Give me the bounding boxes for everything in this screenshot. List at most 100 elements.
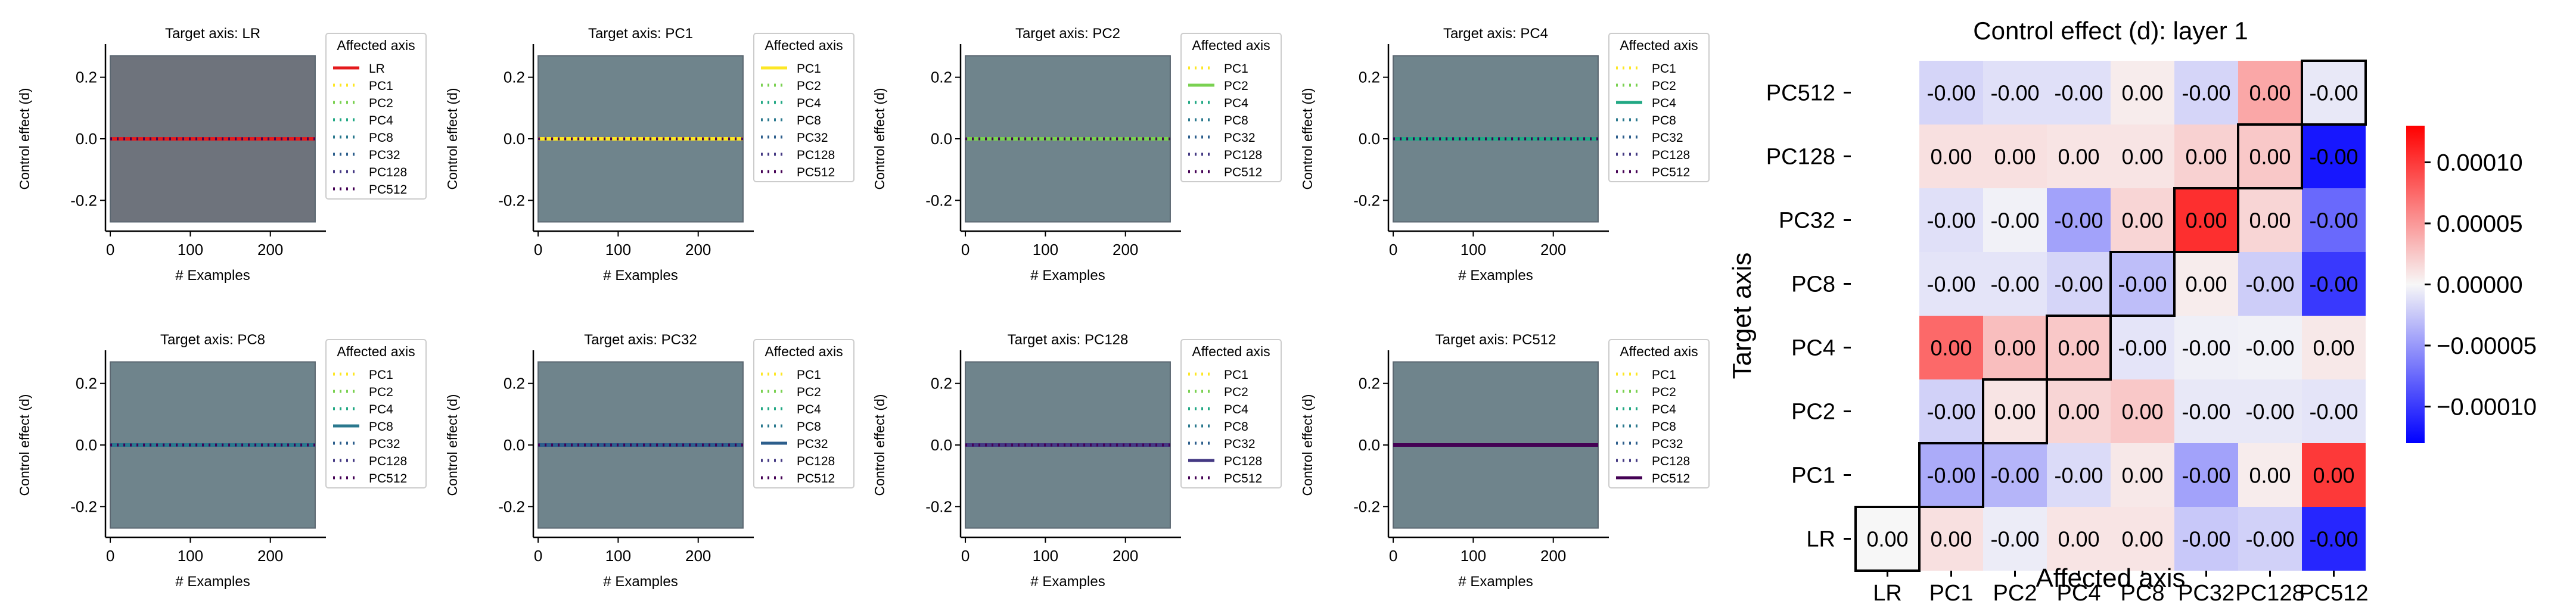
y-tick-label: PC4 bbox=[1791, 336, 1835, 361]
legend-label: PC4 bbox=[1652, 403, 1676, 416]
heatmap-cell-label: 0.00 bbox=[2249, 145, 2291, 169]
heatmap-cell bbox=[1919, 188, 1983, 252]
x-axis-label: # Examples bbox=[1030, 574, 1105, 590]
heatmap-cell bbox=[1856, 507, 1919, 571]
legend-label: PC128 bbox=[1652, 455, 1690, 468]
heatmap-cell bbox=[1983, 379, 2047, 443]
diagonal-box bbox=[2237, 123, 2303, 189]
legend-label: PC32 bbox=[369, 437, 400, 451]
x-tick-label: 0 bbox=[1389, 547, 1397, 565]
heatmap-cell-label: -0.00 bbox=[2182, 336, 2230, 360]
heatmap-cell bbox=[2174, 125, 2238, 188]
y-tick-label: -0.2 bbox=[925, 497, 952, 515]
diagonal-box bbox=[1918, 442, 1984, 508]
heatmap-cell bbox=[2302, 316, 2366, 379]
heatmap-cell-label: -0.00 bbox=[2309, 527, 2358, 552]
legend-label: PC2 bbox=[797, 79, 821, 93]
x-axis-label: # Examples bbox=[1030, 267, 1105, 284]
heatmap-cell-label: -0.00 bbox=[2182, 527, 2230, 552]
y-tick-label: PC32 bbox=[1779, 208, 1835, 234]
heatmap-cell bbox=[2047, 252, 2111, 316]
legend-label: PC2 bbox=[369, 385, 393, 399]
legend-label: PC8 bbox=[1652, 114, 1676, 127]
x-tick-label: 200 bbox=[1113, 547, 1138, 565]
legend-box bbox=[753, 339, 854, 488]
heatmap-cell bbox=[2238, 61, 2302, 125]
legend-label: PC8 bbox=[369, 131, 393, 145]
legend-label: PC512 bbox=[1652, 472, 1690, 485]
colorbar-tick-label: −0.00010 bbox=[2437, 394, 2537, 421]
y-tick-label: PC512 bbox=[1766, 81, 1835, 106]
heatmap-cell-label: 0.00 bbox=[2313, 463, 2354, 488]
heatmap-cell bbox=[2302, 61, 2366, 125]
legend-label: PC2 bbox=[1224, 385, 1248, 399]
heatmap-cell-label: -0.00 bbox=[1990, 272, 2039, 297]
panel-title: Target axis: PC128 bbox=[1008, 332, 1129, 348]
legend-label: PC8 bbox=[797, 420, 821, 434]
legend-box bbox=[753, 33, 854, 182]
line-panel-pc512: 0.2 0.0 -0.2 0 100 200 Target axis: PC512 # Exa… bbox=[1300, 332, 1710, 590]
x-tick-label: 200 bbox=[257, 241, 283, 259]
heatmap-cell bbox=[1983, 252, 2047, 316]
heatmap-cell-label: -0.00 bbox=[2309, 208, 2358, 233]
x-tick-label: 100 bbox=[178, 547, 203, 565]
heatmap-cell-label: -0.00 bbox=[2245, 400, 2294, 424]
heatmap-cell bbox=[2111, 507, 2174, 571]
heatmap-cell-label: -0.00 bbox=[2245, 272, 2294, 297]
legend-label: PC2 bbox=[1224, 79, 1248, 93]
y-tick-label: -0.2 bbox=[925, 191, 952, 209]
x-tick-label: 100 bbox=[1461, 241, 1486, 259]
heatmap-cell-label: 0.00 bbox=[2121, 81, 2163, 105]
diagonal-box bbox=[2173, 187, 2239, 253]
heatmap-cell bbox=[1983, 188, 2047, 252]
heatmap-cell bbox=[1983, 61, 2047, 125]
legend-label: PC4 bbox=[369, 403, 393, 416]
legend-label: PC128 bbox=[1652, 148, 1690, 162]
heatmap-cell-label: -0.00 bbox=[2245, 336, 2294, 360]
heatmap-cell-label: -0.00 bbox=[2182, 400, 2230, 424]
heatmap-cell-label: -0.00 bbox=[2054, 81, 2103, 105]
legend-label: PC4 bbox=[369, 114, 393, 127]
x-tick-label: 0 bbox=[534, 547, 542, 565]
x-axis-label: # Examples bbox=[1458, 267, 1533, 284]
y-axis-label: Control effect (d) bbox=[1300, 88, 1315, 190]
y-tick-label: -0.2 bbox=[498, 191, 525, 209]
y-tick-label: -0.2 bbox=[70, 497, 97, 515]
heatmap-cell-label: -0.00 bbox=[2054, 463, 2103, 488]
panel-title: Target axis: PC512 bbox=[1435, 332, 1556, 348]
heatmap-cell bbox=[2302, 443, 2366, 507]
legend-box bbox=[1608, 339, 1710, 488]
panel-title: Target axis: PC1 bbox=[588, 26, 693, 42]
y-axis-label: Control effect (d) bbox=[872, 394, 887, 496]
y-tick-label: 0.0 bbox=[931, 130, 952, 148]
legend-label: PC2 bbox=[1652, 79, 1676, 93]
legend-label: PC8 bbox=[1224, 114, 1248, 127]
x-tick-label: 200 bbox=[257, 547, 283, 565]
heatmap-y-label: Target axis bbox=[1727, 253, 1757, 379]
heatmap-cell bbox=[2047, 316, 2111, 379]
line-panel-pc32: 0.2 0.0 -0.2 0 100 200 Target axis: PC32 # Exam… bbox=[445, 332, 854, 590]
x-tick-label: PC8 bbox=[2121, 581, 2165, 606]
legend-label: PC32 bbox=[369, 148, 400, 162]
heatmap-cell bbox=[1919, 61, 1983, 125]
y-tick-label: -0.2 bbox=[70, 191, 97, 209]
heatmap-cell-label: -0.00 bbox=[2309, 272, 2358, 297]
heatmap: -0.00 -0.00 -0.00 0.00 -0.00 0.00 -0.00 0.00 0.0… bbox=[1727, 17, 2537, 606]
heatmap-title: Control effect (d): layer 1 bbox=[1973, 17, 2248, 45]
legend-title: Affected axis bbox=[337, 38, 415, 53]
legend-box bbox=[1608, 33, 1710, 182]
heatmap-cell-label: -0.00 bbox=[1926, 272, 1975, 297]
legend-label: PC128 bbox=[1224, 148, 1262, 162]
legend-box bbox=[1180, 339, 1282, 488]
heatmap-cell bbox=[2302, 125, 2366, 188]
y-tick-label: PC8 bbox=[1791, 272, 1835, 297]
x-axis-label: # Examples bbox=[603, 574, 678, 590]
legend-label: PC2 bbox=[797, 385, 821, 399]
legend-title: Affected axis bbox=[1192, 344, 1270, 359]
y-tick-label: -0.2 bbox=[1353, 497, 1380, 515]
heatmap-cell-label: 0.00 bbox=[2249, 81, 2291, 105]
x-axis-label: # Examples bbox=[175, 574, 250, 590]
y-axis-label: Control effect (d) bbox=[445, 394, 460, 496]
heatmap-cell bbox=[2174, 507, 2238, 571]
heatmap-cell-label: -0.00 bbox=[1990, 81, 2039, 105]
